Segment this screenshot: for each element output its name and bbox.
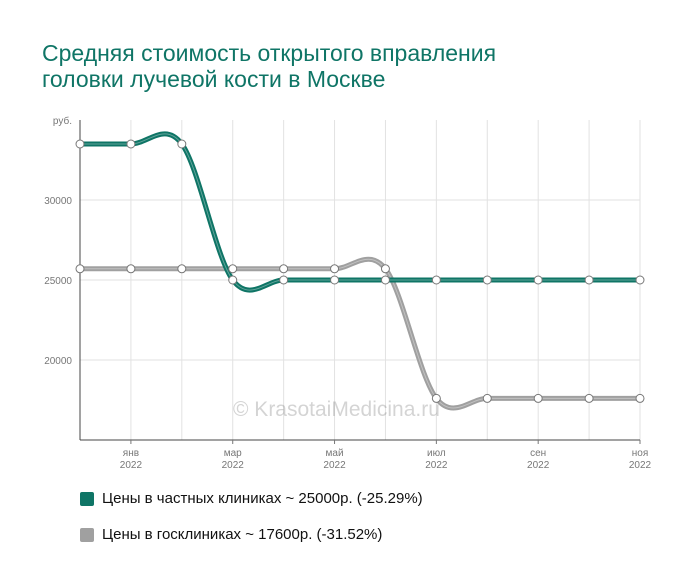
x-tick-year: 2022 — [527, 460, 550, 471]
x-tick-year: 2022 — [120, 460, 143, 471]
data-point-private — [533, 275, 543, 285]
legend-label-private: Цены в частных клиниках ~ 25000р. (-25.2… — [102, 490, 423, 507]
data-point-public — [635, 393, 645, 403]
data-point-public — [482, 393, 492, 403]
data-point-private — [482, 275, 492, 285]
data-point-private — [228, 275, 238, 285]
data-point-private — [126, 139, 136, 149]
legend-item-private[interactable]: Цены в частных клиниках ~ 25000р. (-25.2… — [80, 490, 423, 507]
data-point-private — [380, 275, 390, 285]
y-tick-label: 25000 — [44, 276, 72, 287]
x-tick-year: 2022 — [323, 460, 346, 471]
y-unit-label: руб. — [53, 115, 72, 127]
legend-swatch-public — [80, 527, 94, 542]
data-point-public — [279, 264, 289, 274]
x-tick-month: май — [326, 448, 344, 459]
chart-points — [75, 139, 645, 403]
data-point-private — [279, 275, 289, 285]
data-point-private — [431, 275, 441, 285]
legend-item-public[interactable]: Цены в госклиниках ~ 17600р. (-31.52%) — [80, 526, 382, 543]
data-point-public — [380, 264, 390, 274]
x-tick-year: 2022 — [222, 460, 245, 471]
x-tick-month: ноя — [632, 448, 649, 459]
chart-axes: 200002500030000руб.янв2022мар2022май2022… — [44, 115, 651, 471]
legend-swatch-private — [80, 491, 94, 506]
data-point-public — [533, 393, 543, 403]
data-point-public — [75, 264, 85, 274]
data-point-public — [431, 393, 441, 403]
data-point-private — [635, 275, 645, 285]
data-point-public — [228, 264, 238, 274]
x-tick-month: янв — [123, 448, 139, 459]
legend-label-public: Цены в госклиниках ~ 17600р. (-31.52%) — [102, 526, 383, 543]
watermark: © KrasotaiMedicina.ru — [233, 398, 440, 421]
x-tick-month: июл — [427, 448, 446, 459]
data-point-public — [126, 264, 136, 274]
data-point-private — [584, 275, 594, 285]
chart-title-line1: Средняя стоимость открытого вправления — [42, 40, 497, 66]
data-point-public — [330, 264, 340, 274]
y-tick-label: 30000 — [44, 196, 72, 207]
chart-series — [77, 131, 643, 411]
data-point-private — [177, 139, 187, 149]
chart-title-line2: головки лучевой кости в Москве — [42, 66, 386, 92]
x-tick-year: 2022 — [629, 460, 652, 471]
chart-title: Средняя стоимость открытого вправления г… — [42, 40, 662, 92]
x-tick-month: мар — [224, 448, 242, 459]
data-point-public — [584, 393, 594, 403]
y-tick-label: 20000 — [44, 356, 72, 367]
data-point-public — [177, 264, 187, 274]
x-tick-month: сен — [530, 448, 546, 459]
data-point-private — [330, 275, 340, 285]
data-point-private — [75, 139, 85, 149]
x-tick-year: 2022 — [425, 460, 448, 471]
